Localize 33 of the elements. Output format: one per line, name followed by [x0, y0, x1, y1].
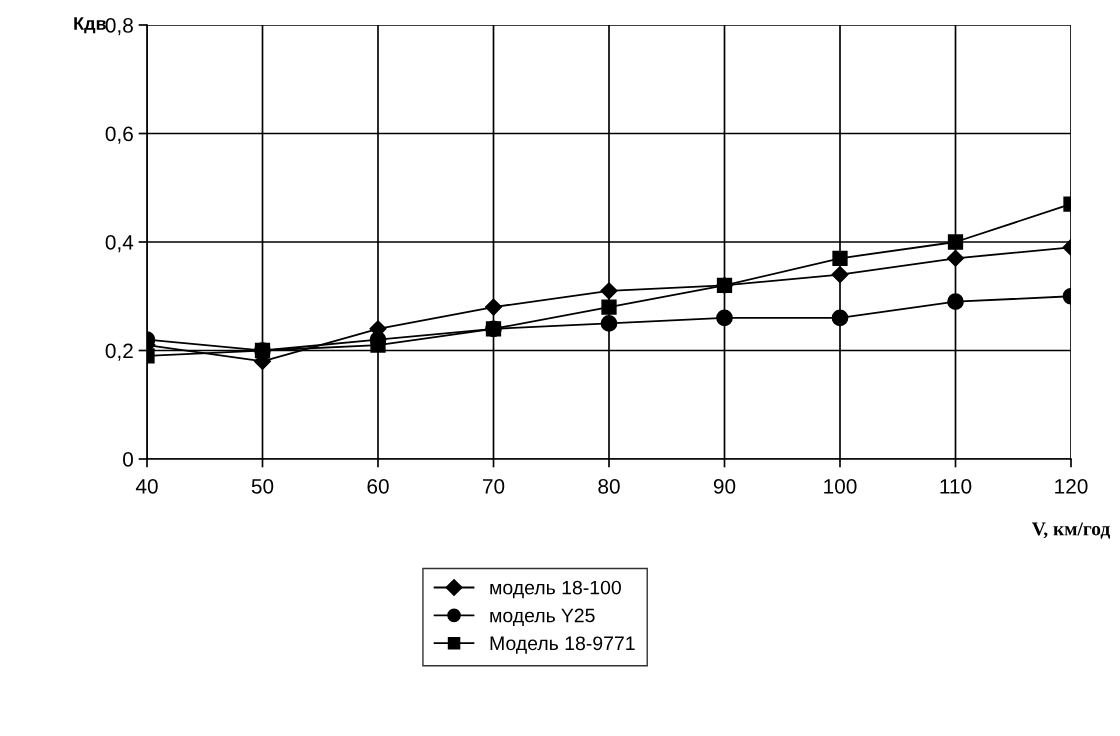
x-tick-label: 40 — [135, 478, 158, 494]
x-tick-label: 90 — [713, 478, 736, 494]
point — [831, 265, 849, 284]
point — [716, 277, 733, 294]
y-tick-label: 0,6 — [105, 126, 133, 144]
x-tick-label: 60 — [367, 478, 389, 494]
point — [601, 299, 617, 315]
legend-label: модель Y25 — [490, 608, 595, 627]
x-tick-label: 110 — [940, 478, 972, 494]
legend-label: Модель 18-9771 — [490, 636, 635, 654]
y-tick-label: 0,8 — [105, 18, 133, 36]
x-tick-label: 50 — [251, 478, 274, 494]
point — [947, 293, 964, 311]
y-tick-label: 0,2 — [105, 343, 133, 361]
x-tick-label: 70 — [482, 478, 505, 494]
point — [370, 337, 386, 353]
y-tick-label: 0,4 — [105, 235, 134, 253]
point — [832, 250, 848, 266]
x-axis-title: V, км/год — [1031, 522, 1111, 539]
point — [947, 234, 964, 250]
y-axis-title: Кдв — [74, 17, 106, 34]
legend-label: модель 18-100 — [490, 580, 621, 599]
point — [716, 309, 733, 327]
point — [946, 249, 965, 267]
point — [484, 298, 503, 316]
y-tick-label: 0 — [123, 452, 133, 467]
point — [831, 309, 849, 327]
x-tick-label: 120 — [1055, 478, 1088, 494]
x-tick-label: 80 — [598, 478, 620, 494]
point — [485, 321, 502, 337]
point — [600, 315, 618, 332]
x-tick-label: 100 — [824, 478, 857, 494]
point — [600, 282, 618, 300]
